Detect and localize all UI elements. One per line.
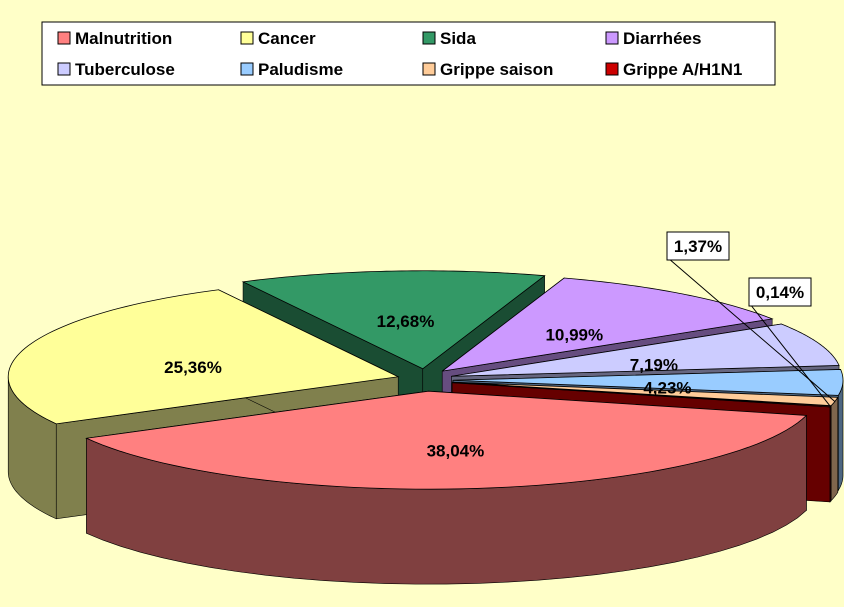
legend-box [41, 21, 776, 86]
data-label-paludisme: 4,23% [643, 378, 691, 397]
data-label-malnutrition: 38,04% [427, 442, 485, 461]
legend-swatch-malnutrition [57, 31, 71, 45]
slice-side-grippe-a-h1n1-0 [829, 405, 832, 503]
slice-top-paludisme [452, 369, 844, 396]
legend-swatch-cancer [240, 31, 254, 45]
leader-line-grippe-saison [667, 257, 836, 402]
legend-swatch-tuberculose [57, 62, 71, 76]
data-label-sida: 12,68% [377, 312, 435, 331]
data-labels: 38,04% 25,36% 12,68% 10,99% 7,19% 4,23% 1,37% 0… [164, 231, 836, 461]
pie-slices [7, 270, 844, 585]
legend: Malnutrition Cancer Sida Diarrhées Tuberculo… [41, 21, 776, 86]
label-box-grippe-a-h1n1 [748, 277, 812, 307]
label-box-grippe-saison [666, 231, 730, 261]
legend-swatch-grippe-a-h1n1 [605, 62, 619, 76]
legend-label-sida: Sida [440, 29, 476, 48]
legend-swatch-grippe-saison [422, 62, 436, 76]
leader-line-grippe-a-h1n1 [749, 303, 831, 407]
legend-label-tuberculose: Tuberculose [75, 60, 175, 79]
slice-side-grippe-saison-0 [830, 396, 839, 502]
legend-swatch-paludisme [240, 62, 254, 76]
legend-label-cancer: Cancer [258, 29, 316, 48]
slice-top-sida [241, 270, 546, 370]
slice-side-paludisme-0 [838, 380, 844, 492]
legend-label-diarrhees: Diarrhées [623, 29, 701, 48]
data-label-grippe-saison: 1,37% [674, 237, 722, 256]
slice-malnutrition [85, 390, 808, 585]
data-label-diarrhees: 10,99% [545, 326, 603, 345]
legend-label-grippe-a-h1n1: Grippe A/H1N1 [623, 60, 742, 79]
legend-label-malnutrition: Malnutrition [75, 29, 172, 48]
data-label-cancer: 25,36% [164, 358, 222, 377]
data-label-grippe-a-h1n1: 0,14% [756, 283, 804, 302]
data-label-tuberculose: 7,19% [630, 355, 678, 374]
slice-top-tuberculose [451, 323, 840, 377]
legend-label-grippe-saison: Grippe saison [440, 60, 553, 79]
slice-top-malnutrition [85, 390, 808, 490]
legend-swatch-sida [422, 31, 436, 45]
slice-top-diarrhees [441, 277, 774, 372]
legend-swatch-diarrhees [605, 31, 619, 45]
slice-top-cancer [7, 289, 400, 425]
legend-label-paludisme: Paludisme [258, 60, 343, 79]
